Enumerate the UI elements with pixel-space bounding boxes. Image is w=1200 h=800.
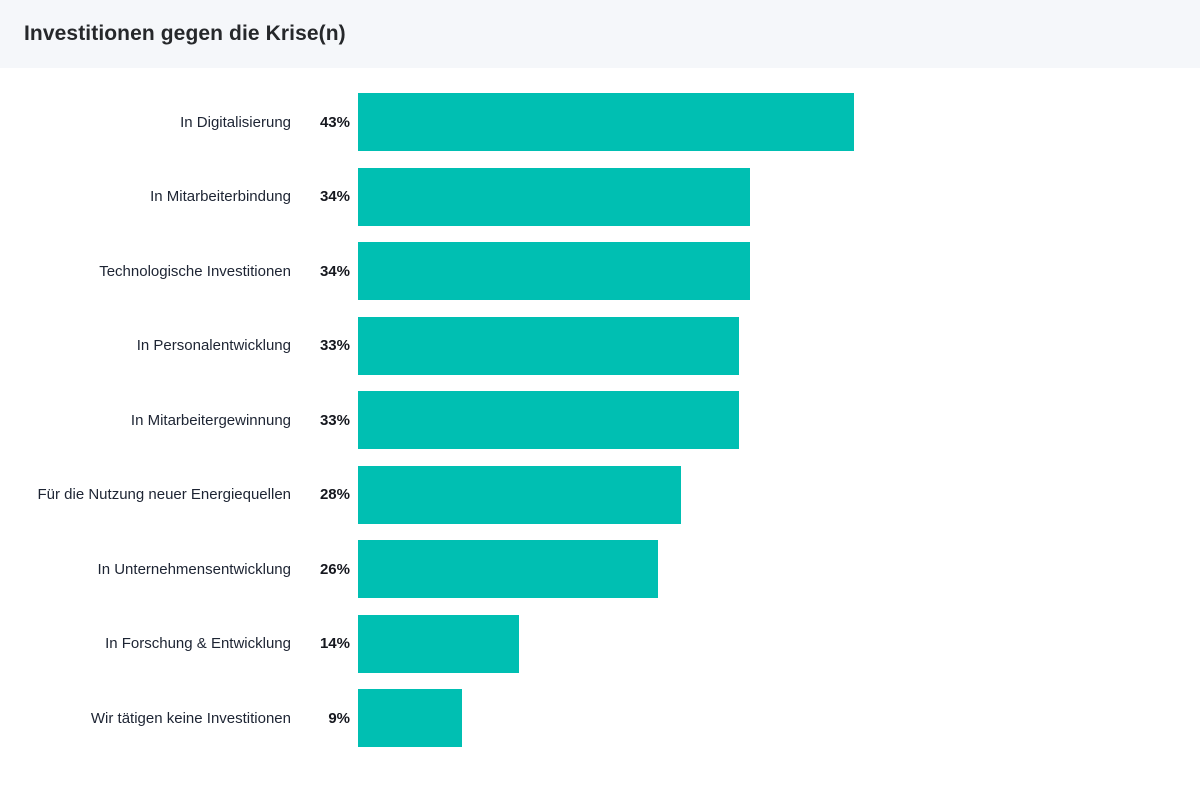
bar xyxy=(358,465,681,524)
bar-label: In Personalentwicklung xyxy=(136,337,291,354)
bar-value: 28% xyxy=(319,486,350,503)
bar xyxy=(358,167,750,226)
bar-track xyxy=(358,93,1200,151)
bar-chart: In Digitalisierung 43% In Mitarbeiterbindu… xyxy=(0,68,1200,747)
bar-track xyxy=(358,540,1200,598)
bar xyxy=(358,391,739,449)
chart-row: In Mitarbeiterbindung 34% xyxy=(0,167,1200,226)
bar-label: Für die Nutzung neuer Energiequellen xyxy=(37,486,292,503)
bar xyxy=(358,689,462,747)
chart-row: In Personalentwicklung 33% xyxy=(0,316,1200,375)
bar-track xyxy=(358,167,1200,226)
bar-value: 14% xyxy=(319,635,350,652)
bar-label: In Mitarbeitergewinnung xyxy=(130,411,291,429)
bar-label: In Mitarbeiterbindung xyxy=(150,188,291,205)
bar-label: Wir tätigen keine Investitionen xyxy=(90,709,291,727)
bar-value: 33% xyxy=(319,337,350,354)
bar xyxy=(358,614,519,673)
bar-value: 43% xyxy=(319,113,350,131)
bar-value: 34% xyxy=(319,262,350,280)
header: Investitionen gegen die Krise(n) xyxy=(0,0,1200,68)
bar-track xyxy=(358,242,1200,300)
page-title: Investitionen gegen die Krise(n) xyxy=(24,22,346,45)
bar-track xyxy=(358,614,1200,673)
bar-value: 34% xyxy=(319,188,350,205)
bar-track xyxy=(358,391,1200,449)
bar-track xyxy=(358,689,1200,747)
bar xyxy=(358,93,854,151)
chart-row: In Forschung & Entwicklung 14% xyxy=(0,614,1200,673)
chart-row: In Unternehmensentwicklung 26% xyxy=(0,540,1200,598)
chart-row: Für die Nutzung neuer Energiequellen 28% xyxy=(0,465,1200,524)
bar-value: 26% xyxy=(319,560,350,578)
bar-value: 9% xyxy=(328,709,350,727)
bar xyxy=(358,242,750,300)
bar xyxy=(358,316,739,375)
bar-track xyxy=(358,316,1200,375)
bar-value: 33% xyxy=(319,411,350,429)
chart-row: Wir tätigen keine Investitionen 9% xyxy=(0,689,1200,747)
chart-row: In Digitalisierung 43% xyxy=(0,93,1200,151)
bar xyxy=(358,540,658,598)
bar-label: Technologische Investitionen xyxy=(99,262,291,280)
bar-track xyxy=(358,465,1200,524)
bar-label: In Forschung & Entwicklung xyxy=(105,635,291,652)
bar-label: In Digitalisierung xyxy=(180,113,291,131)
bar-label: In Unternehmensentwicklung xyxy=(97,560,291,578)
chart-row: Technologische Investitionen 34% xyxy=(0,242,1200,300)
chart-row: In Mitarbeitergewinnung 33% xyxy=(0,391,1200,449)
